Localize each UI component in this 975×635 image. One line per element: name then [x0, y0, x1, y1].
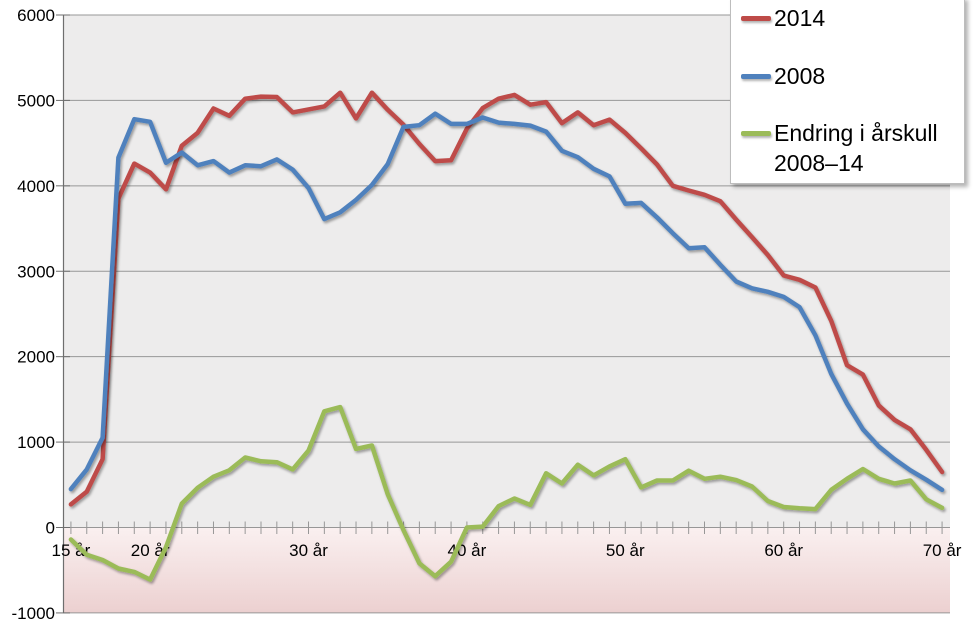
y-tick-label: 6000	[17, 6, 55, 25]
x-tick-label: 70 år	[923, 541, 962, 560]
legend-item-2014: 2014	[741, 3, 960, 33]
x-tick-label: 30 år	[289, 541, 328, 560]
legend-label-2014: 2014	[774, 5, 826, 31]
y-tick-label: 1000	[17, 433, 55, 452]
y-tick-label: 0	[46, 519, 55, 538]
series-line-2008	[68, 111, 945, 493]
series-line-2014	[68, 90, 945, 507]
chart-legend: 2014 2008 Endring i årskull 2008–14	[730, 0, 965, 184]
legend-item-2008: 2008	[741, 61, 960, 91]
series-line-endring	[68, 404, 945, 582]
y-tick-label: 4000	[17, 177, 55, 196]
y-tick-label: 5000	[17, 91, 55, 110]
legend-item-endring: Endring i årskull 2008–14	[741, 118, 960, 178]
x-tick-label: 50 år	[606, 541, 645, 560]
y-tick-label: -1000	[12, 604, 55, 623]
y-tick-label: 3000	[17, 262, 55, 281]
legend-label-2008: 2008	[774, 63, 826, 89]
legend-label-endring: Endring i årskull 2008–14	[774, 120, 938, 176]
legend-swatch-2008-icon	[741, 74, 771, 79]
negative-area-bg	[63, 527, 950, 613]
legend-swatch-endring-icon	[741, 131, 771, 136]
y-tick-label: 2000	[17, 348, 55, 367]
x-tick-label: 15 år	[52, 541, 91, 560]
legend-swatch-2014-icon	[741, 16, 771, 21]
x-tick-label: 60 år	[764, 541, 803, 560]
